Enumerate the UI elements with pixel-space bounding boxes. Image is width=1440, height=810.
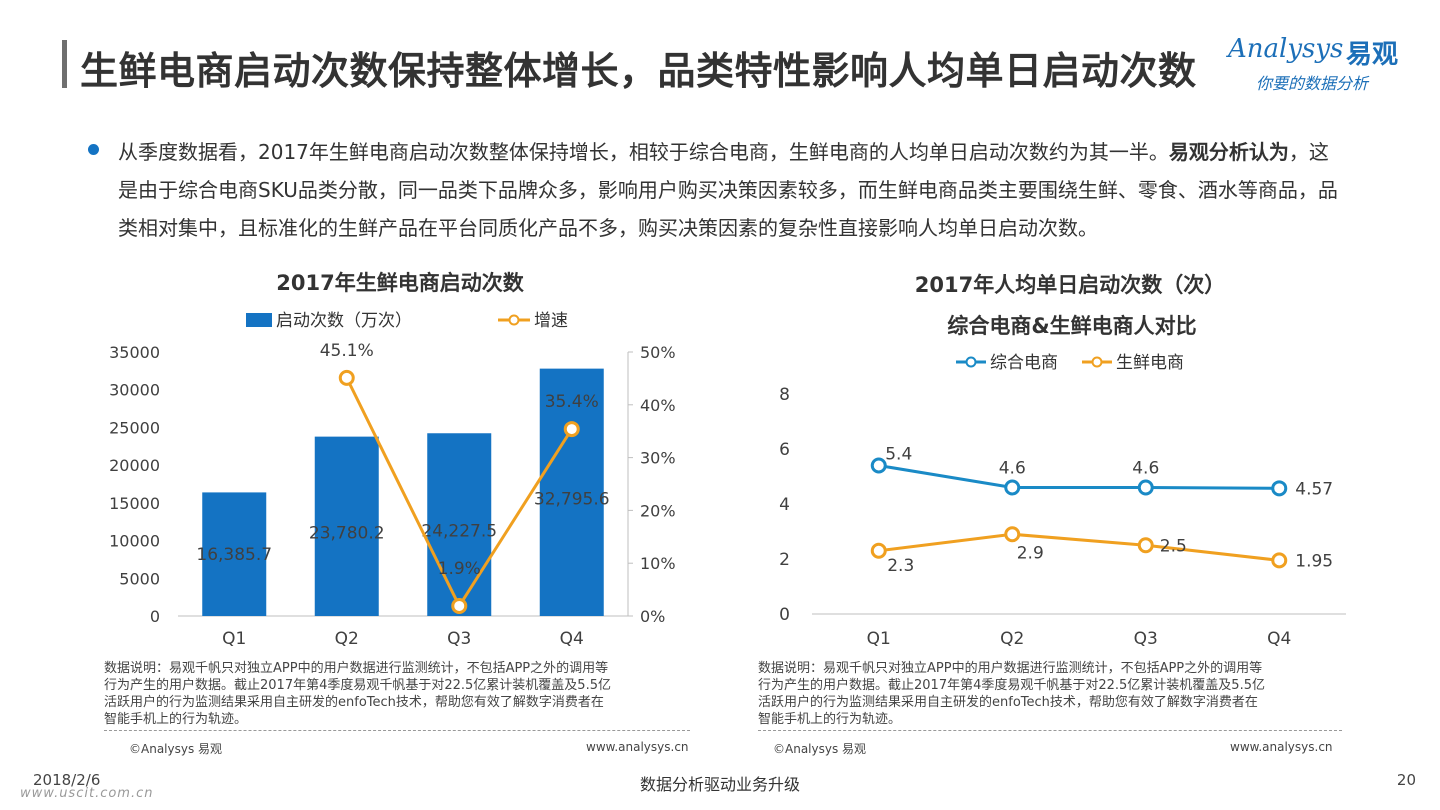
bullet-dot [88, 144, 99, 155]
comprehensive-point [1137, 479, 1154, 496]
footer-slogan: 数据分析驱动业务升级 [639, 775, 800, 794]
bar-value-label: 16,385.7 [196, 545, 272, 565]
growth-value-label: 1.9% [438, 559, 481, 579]
right-x-tick-label: Q1 [867, 629, 891, 649]
fresh-value-label: 2.9 [1017, 543, 1044, 563]
fresh-point [1004, 526, 1021, 543]
bar-q3 [427, 433, 492, 616]
right-chart-subtitle: 综合电商&生鲜电商人对比 [947, 314, 1196, 338]
growth-point [451, 597, 468, 614]
left-note-divider [104, 730, 690, 731]
left-website: www.analysys.cn [586, 740, 689, 754]
left-y-tick-label: 30000 [109, 381, 160, 400]
left-y-tick-label: 15000 [109, 494, 160, 513]
left-y2-tick-label: 20% [640, 501, 676, 520]
left-data-note: 数据说明：易观千帆只对独立APP中的用户数据进行监测统计，不包括APP之外的调用… [104, 661, 611, 727]
right-data-note: 数据说明：易观千帆只对独立APP中的用户数据进行监测统计，不包括APP之外的调用… [758, 661, 1265, 727]
comprehensive-value-label: 4.6 [1132, 459, 1159, 479]
fresh-line [878, 532, 1280, 562]
left-y2-tick-label: 50% [640, 343, 676, 362]
left-y-tick-label: 25000 [109, 418, 160, 437]
left-y-tick-label: 35000 [109, 343, 160, 362]
legend-bar-swatch [246, 313, 272, 327]
logo-brand-cn: 易观 [1346, 40, 1399, 70]
fresh-value-label: 2.5 [1160, 536, 1187, 556]
left-y-tick-label: 20000 [109, 456, 160, 475]
paragraph-bold: 易观分析认为 [1168, 140, 1289, 164]
right-x-tick-label: Q2 [1000, 629, 1024, 649]
logo-tagline: 你要的数据分析 [1256, 74, 1369, 93]
left-y-tick-label: 10000 [109, 532, 160, 551]
legend-line-marker [508, 314, 520, 326]
right-website: www.analysys.cn [1230, 740, 1333, 754]
left-x-tick-label: Q4 [560, 629, 584, 649]
left-x-tick-label: Q3 [447, 629, 471, 649]
right-y-tick-label: 8 [779, 385, 790, 405]
comprehensive-point [1271, 480, 1288, 497]
footer-date: 2018/2/6 [33, 771, 101, 789]
left-x-tick-label: Q1 [222, 629, 246, 649]
left-copyright: ©Analysys 易观 [129, 742, 223, 756]
legend-marker-comprehensive [965, 356, 977, 368]
footer-site-watermark: www.uscit.com.cn [20, 786, 154, 801]
fresh-value-label: 2.3 [887, 556, 914, 576]
right-y-tick-label: 6 [779, 440, 790, 460]
right-chart-title: 2017年人均单日启动次数（次） [915, 273, 1225, 297]
title-accent-bar [62, 40, 67, 88]
summary-paragraph: 从季度数据看，2017年生鲜电商启动次数整体保持增长，相较于综合电商，生鲜电商的… [118, 133, 1348, 247]
right-y-tick-label: 4 [779, 495, 790, 515]
comprehensive-value-label: 4.6 [999, 459, 1026, 479]
comprehensive-point [870, 457, 887, 474]
left-x-tick-label: Q2 [335, 629, 359, 649]
left-y-tick-label: 0 [150, 607, 160, 626]
paragraph-text-2: ，这是由于综合电商SKU品类分散，同一品类下品牌众多，影响用户购买决策因素较多，… [118, 140, 1338, 240]
page-number: 20 [1396, 771, 1416, 789]
legend-label-comprehensive: 综合电商 [990, 353, 1058, 373]
bar-q2 [314, 436, 379, 616]
comprehensive-value-label: 4.57 [1295, 479, 1333, 499]
legend-marker-fresh [1091, 356, 1103, 368]
comprehensive-point [1004, 479, 1021, 496]
legend-line-label: 增速 [534, 311, 568, 331]
fresh-value-label: 1.95 [1295, 551, 1333, 571]
fresh-point [1271, 552, 1288, 569]
analysys-logo: Analysys 易观 你要的数据分析 [1228, 34, 1418, 94]
growth-value-label: 45.1% [320, 341, 374, 361]
bar-q4 [539, 368, 604, 616]
growth-point [338, 369, 355, 386]
right-x-tick-label: Q3 [1134, 629, 1158, 649]
bar-value-label: 23,780.2 [309, 523, 385, 543]
left-y2-tick-label: 30% [640, 449, 676, 468]
right-y-tick-label: 2 [779, 550, 790, 570]
legend-bar-label: 启动次数（万次） [276, 311, 412, 331]
right-x-tick-label: Q4 [1267, 629, 1291, 649]
comprehensive-value-label: 5.4 [885, 445, 912, 465]
fresh-point [1137, 537, 1154, 554]
page-title: 生鲜电商启动次数保持整体增长，品类特性影响人均单日启动次数 [80, 49, 1197, 93]
logo-brand: Analysys [1228, 34, 1344, 64]
fresh-point [870, 542, 887, 559]
legend-label-fresh: 生鲜电商 [1116, 353, 1184, 373]
left-chart-title: 2017年生鲜电商启动次数 [276, 271, 524, 295]
left-y-tick-label: 5000 [119, 569, 160, 588]
growth-point [563, 421, 580, 438]
right-note-divider [758, 730, 1342, 731]
growth-value-label: 35.4% [545, 392, 599, 412]
left-y2-tick-label: 10% [640, 554, 676, 573]
paragraph-text-1: 从季度数据看，2017年生鲜电商启动次数整体保持增长，相较于综合电商，生鲜电商的… [118, 140, 1169, 164]
right-y-tick-label: 0 [779, 605, 790, 625]
left-y2-tick-label: 0% [640, 607, 665, 626]
bar-q1 [202, 492, 267, 616]
right-copyright: ©Analysys 易观 [773, 742, 867, 756]
bar-value-label: 32,795.6 [534, 489, 610, 509]
comprehensive-line [878, 464, 1280, 490]
bar-value-label: 24,227.5 [421, 522, 497, 542]
left-y2-tick-label: 40% [640, 396, 676, 415]
